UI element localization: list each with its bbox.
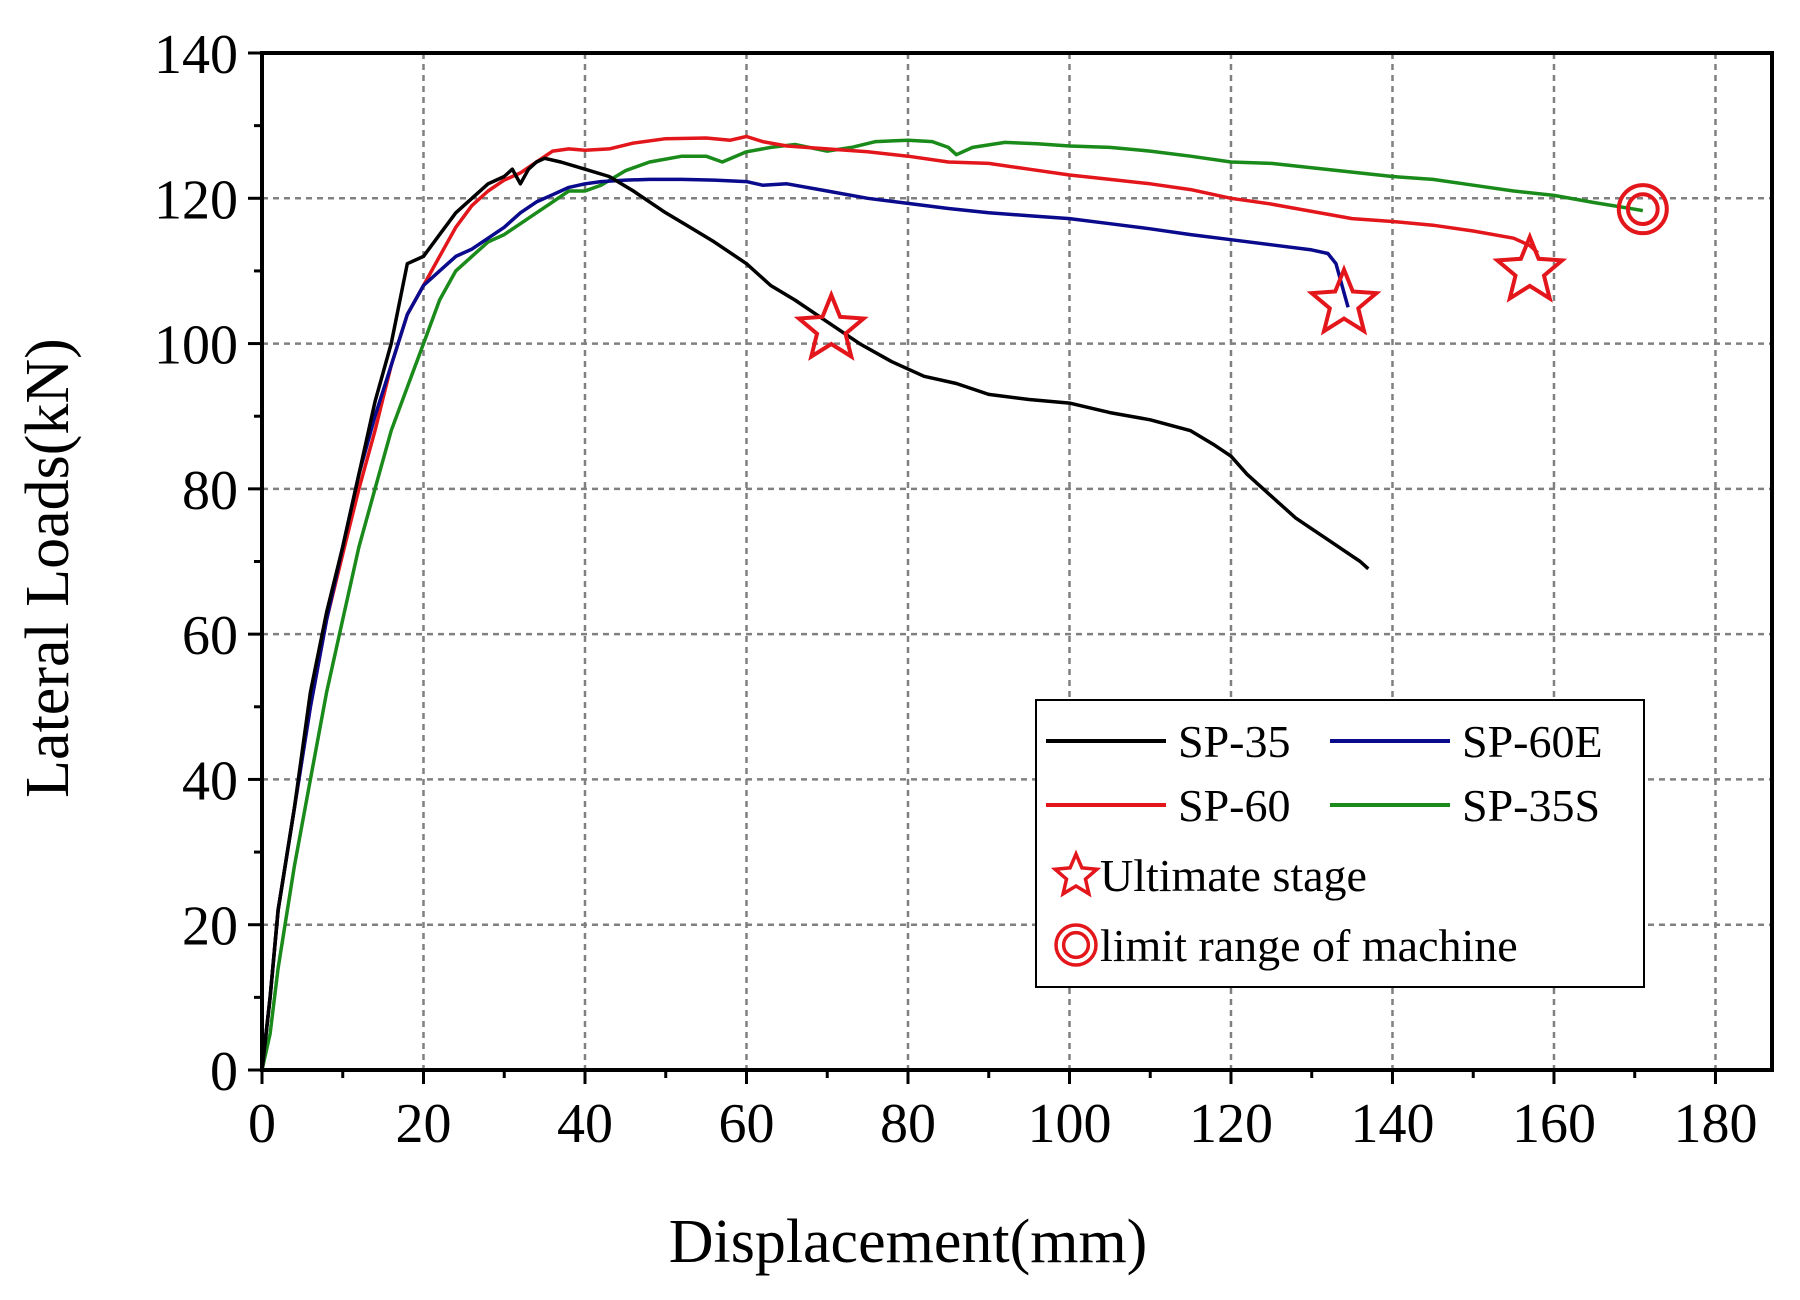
legend-target-shape-outer [1054,923,1098,967]
y-tick-label: 0 [210,1041,238,1103]
legend-label-ultimate-stage: Ultimate stage [1100,850,1367,901]
y-tick-label: 40 [182,750,238,812]
y-tick-label: 60 [182,605,238,667]
legend-label-limit-range: limit range of machine [1100,920,1518,971]
legend-star-icon [1050,849,1102,898]
legend-label-sp60: SP-60 [1178,780,1290,831]
legend-label-sp35s: SP-35S [1462,780,1600,831]
series-line-sp-35s [260,138,1644,1071]
legend-label-sp35: SP-35 [1178,716,1290,767]
axis-ticks [248,51,1717,1084]
x-tick-label: 100 [1027,1093,1111,1155]
x-tick-label: 180 [1673,1093,1757,1155]
legend-target-circle-icon [1054,923,1098,967]
legend-star-shape [1050,849,1102,898]
legend-label-sp60e: SP-60E [1462,716,1603,767]
series-line-sp-60e [260,177,1350,1071]
x-tick-label: 80 [880,1093,936,1155]
y-tick-label: 80 [182,460,238,522]
series-line-sp-60 [260,134,1539,1071]
limit-range-target-icon-inner [1625,192,1660,227]
x-tick-label: 160 [1512,1093,1596,1155]
x-tick-label: 20 [395,1093,451,1155]
legend-box [1035,699,1645,988]
ultimate-stage-star-icon [793,289,869,361]
y-axis-title: Lateral Loads(kN) [14,338,82,798]
series-lines [260,134,1644,1071]
x-tick-label: 60 [718,1093,774,1155]
limit-range-target-icon-outer [1616,183,1669,236]
annotation-markers [793,183,1669,361]
x-axis-title: Displacement(mm) [669,1208,1148,1276]
legend-target-shape-inner [1061,930,1091,960]
x-tick-label: 0 [248,1093,276,1155]
x-tick-label: 120 [1189,1093,1273,1155]
ultimate-stage-star-icon [1492,231,1568,303]
y-tick-label: 100 [154,315,238,377]
x-tick-label: 40 [557,1093,613,1155]
x-tick-label: 140 [1350,1093,1434,1155]
y-tick-label: 140 [154,24,238,86]
y-tick-label: 120 [154,169,238,231]
y-tick-label: 20 [182,896,238,958]
series-line-sp-35 [260,156,1370,1071]
tick-labels: 0 20 40 60 80 100 120 140 160 180 0 20 40 60 80 100 120 1… [154,24,1757,1155]
legend: SP-35 SP-60E SP-60 SP-35S Ultimate stage… [1035,699,1645,988]
ultimate-stage-star-icon [1306,264,1382,336]
